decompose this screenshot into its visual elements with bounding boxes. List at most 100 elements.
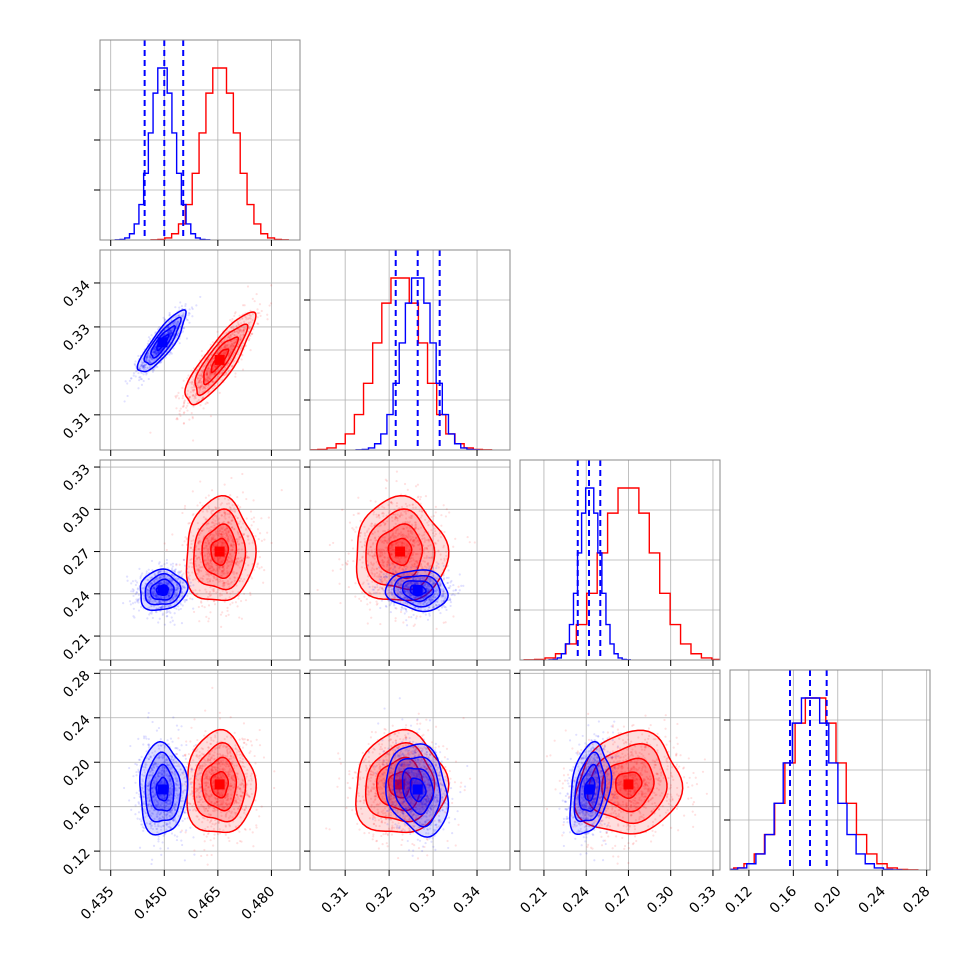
scatter-point	[241, 580, 244, 583]
scatter-point	[221, 534, 224, 537]
scatter-point	[186, 377, 189, 380]
scatter-point	[185, 337, 189, 340]
y-tick-label: 0.30	[60, 504, 93, 537]
scatter-point	[423, 530, 426, 534]
scatter-point	[195, 564, 198, 568]
scatter-point	[224, 597, 227, 600]
scatter-point	[200, 385, 203, 388]
scatter-point	[212, 590, 215, 593]
scatter-point	[184, 564, 187, 567]
scatter-point	[258, 311, 261, 315]
scatter-point	[207, 358, 210, 361]
scatter-point	[188, 574, 191, 577]
scatter-point	[151, 592, 154, 595]
scatter-point	[445, 508, 448, 511]
scatter-point	[147, 339, 150, 343]
scatter-point	[197, 569, 200, 572]
scatter-point	[410, 566, 413, 569]
scatter-point	[197, 605, 200, 609]
scatter-point	[145, 355, 148, 359]
scatter-point	[172, 323, 175, 326]
scatter-point	[235, 584, 238, 587]
scatter-point	[176, 323, 179, 326]
scatter-point	[200, 565, 203, 569]
scatter-point	[363, 595, 366, 598]
scatter-point	[221, 539, 224, 542]
scatter-point	[370, 616, 373, 619]
scatter-point	[146, 342, 150, 345]
scatter-point	[173, 595, 177, 599]
scatter-point	[215, 514, 219, 518]
scatter-point	[237, 564, 240, 567]
scatter-point	[393, 604, 396, 607]
scatter-point	[223, 345, 227, 348]
scatter-point	[206, 376, 210, 380]
scatter-point	[444, 515, 448, 518]
scatter-point	[147, 596, 150, 600]
scatter-point	[222, 572, 225, 576]
histogram-red-param-1	[310, 277, 493, 450]
scatter-point	[198, 540, 201, 543]
scatter-point	[182, 558, 186, 561]
scatter-point	[222, 585, 225, 588]
scatter-point	[238, 560, 241, 563]
scatter-point	[426, 562, 430, 565]
scatter-point	[188, 321, 191, 324]
scatter-point	[170, 616, 173, 619]
scatter-point	[142, 594, 146, 597]
scatter-point	[206, 537, 209, 540]
scatter-point	[156, 583, 159, 586]
scatter-point	[193, 395, 196, 398]
scatter-point	[204, 387, 207, 390]
scatter-point	[387, 503, 390, 507]
scatter-point	[223, 511, 227, 514]
scatter-point	[159, 582, 163, 585]
scatter-point	[177, 608, 180, 611]
scatter-point	[351, 527, 354, 530]
scatter-point	[192, 512, 195, 516]
scatter-point	[224, 527, 227, 531]
scatter-point	[207, 577, 210, 580]
scatter-point	[218, 338, 221, 341]
scatter-point	[316, 588, 319, 592]
scatter-point	[147, 584, 150, 587]
scatter-point	[191, 388, 194, 392]
scatter-point	[187, 571, 190, 574]
scatter-point	[222, 581, 226, 584]
scatter-point	[229, 557, 232, 560]
scatter-point	[181, 573, 184, 577]
scatter-point	[203, 559, 206, 562]
scatter-point	[205, 508, 208, 511]
scatter-point	[225, 350, 228, 353]
scatter-point	[171, 322, 174, 326]
scatter-point	[206, 373, 209, 376]
scatter-point	[170, 329, 173, 332]
scatter-point	[215, 564, 219, 567]
scatter-point	[441, 562, 444, 565]
scatter-point	[140, 365, 143, 368]
scatter-point	[149, 598, 152, 601]
scatter-point	[406, 553, 410, 556]
scatter-point	[173, 570, 176, 573]
scatter-point	[400, 608, 403, 612]
scatter-point	[148, 613, 151, 616]
scatter-point	[162, 334, 165, 337]
scatter-point	[375, 600, 378, 603]
scatter-point	[397, 532, 400, 535]
scatter-point	[207, 564, 210, 567]
scatter-point	[204, 496, 208, 499]
scatter-point	[207, 535, 211, 538]
scatter-point	[209, 567, 212, 570]
scatter-point	[214, 364, 217, 368]
scatter-point	[214, 569, 218, 573]
scatter-point	[383, 576, 386, 579]
scatter-point	[190, 542, 193, 546]
scatter-point	[221, 559, 224, 562]
scatter-point	[419, 495, 422, 499]
scatter-point	[158, 601, 161, 604]
scatter-point	[152, 581, 155, 584]
scatter-point	[141, 366, 144, 369]
scatter-point	[169, 563, 173, 566]
scatter-point	[155, 607, 158, 610]
scatter-point	[344, 561, 348, 565]
